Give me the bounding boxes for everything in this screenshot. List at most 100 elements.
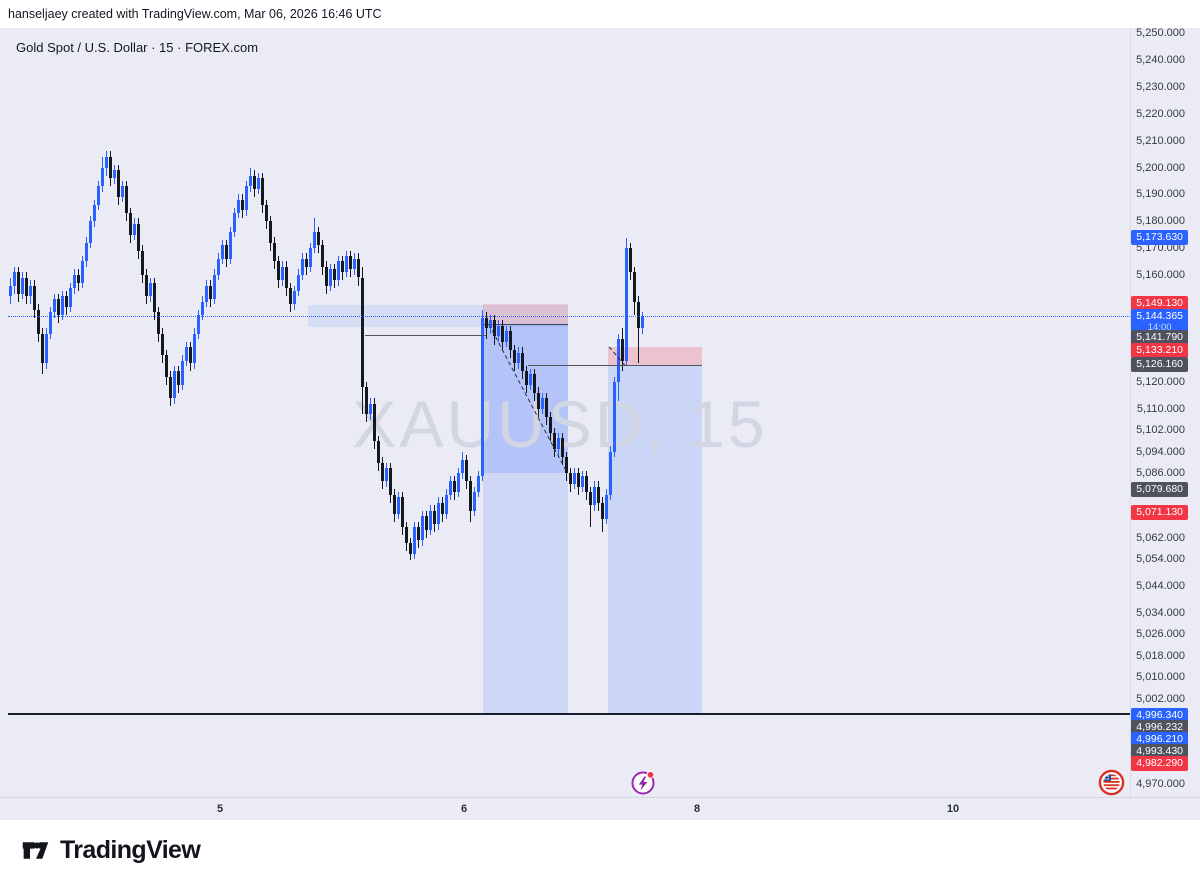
candle-body [165, 355, 168, 377]
candle-body [293, 290, 296, 305]
candle-body [581, 475, 584, 487]
us-flag-icon [1098, 769, 1125, 796]
candle-body [425, 516, 428, 530]
price-label-blue: 5,144.365 14:00 [1131, 308, 1188, 334]
candle-body [109, 156, 112, 179]
tradingview-logo[interactable]: TradingView [20, 835, 201, 866]
candle-body [637, 301, 640, 329]
price-label-gray: 5,126.160 [1131, 357, 1188, 372]
candle-body [529, 374, 532, 385]
candle-body [105, 156, 108, 168]
chart[interactable]: XAUUSD, 15 Gold Spot / U.S. Dollar · 15 … [0, 27, 1200, 820]
y-axis-tick: 5,200.000 [1136, 161, 1185, 174]
candle-body [225, 245, 228, 259]
price-label-gray: 5,141.790 [1131, 330, 1188, 345]
candle-body [289, 288, 292, 305]
candle-body [497, 325, 500, 337]
candle-body [213, 274, 216, 299]
candle-body [33, 285, 36, 310]
candle-body [597, 486, 600, 503]
y-axis-tick: 4,970.000 [1136, 778, 1185, 791]
y-axis-tick: 5,102.000 [1136, 424, 1185, 437]
candle-body [389, 467, 392, 495]
snapshot-footer: TradingView [0, 820, 1200, 883]
candle-body [209, 285, 212, 299]
candle-body [41, 333, 44, 364]
candle-body [381, 462, 384, 482]
candle-body [169, 376, 172, 399]
y-axis-tick: 5,002.000 [1136, 692, 1185, 705]
candle-body [81, 261, 84, 283]
candle-body [185, 347, 188, 361]
candle-body [569, 473, 572, 484]
candle-body [13, 272, 16, 286]
candle-body [385, 467, 388, 482]
candle-body [429, 510, 432, 530]
candle-body [173, 371, 176, 399]
pink-zone-1 [483, 303, 568, 325]
candle-body [89, 221, 92, 243]
candle-body [77, 274, 80, 283]
candle-body [517, 352, 520, 364]
y-axis-tick: 5,230.000 [1136, 81, 1185, 94]
price-axis[interactable]: 5,250.000 5,240.000 5,230.000 5,220.000 5,21… [1122, 27, 1200, 797]
candle-body [321, 245, 324, 267]
chart-plot[interactable] [0, 28, 1200, 820]
candle-body [273, 242, 276, 262]
candle-body [345, 256, 348, 273]
candle-body [421, 516, 424, 541]
y-axis-tick: 5,110.000 [1136, 402, 1185, 415]
candle-body [445, 494, 448, 514]
candle-body [101, 167, 104, 187]
y-axis-tick: 5,054.000 [1136, 553, 1185, 566]
y-axis-tick: 5,044.000 [1136, 579, 1185, 592]
candle-body [61, 296, 64, 316]
candle-body [357, 258, 360, 278]
candle-body [377, 441, 380, 463]
demand-col-2 [608, 365, 702, 714]
candle-body [553, 433, 556, 450]
candle-body [313, 231, 316, 248]
candle-body [97, 186, 100, 206]
candle-body [561, 438, 564, 458]
tradingview-logo-icon [22, 842, 49, 859]
candle-body [129, 213, 132, 235]
time-axis[interactable]: 5 6 8 10 [0, 797, 1200, 820]
candle-body [493, 320, 496, 337]
snapshot-credit-text: hanseljaey created with TradingView.com,… [8, 7, 382, 21]
y-axis-tick: 5,018.000 [1136, 649, 1185, 662]
candle-body [465, 459, 468, 482]
candle-body [285, 266, 288, 289]
candle-body [217, 258, 220, 275]
candle-body [437, 502, 440, 525]
candle-body [625, 248, 628, 361]
candle-body [605, 494, 608, 519]
candle-body [509, 331, 512, 350]
candle-body [441, 502, 444, 514]
candle-body [281, 266, 284, 281]
price-label-blue: 4,996.210 [1131, 732, 1188, 747]
candle-wick [590, 486, 591, 527]
y-axis-tick: 5,210.000 [1136, 134, 1185, 147]
candle-body [541, 398, 544, 409]
candle-body [221, 245, 224, 259]
candle-body [557, 438, 560, 450]
x-axis-label: 10 [946, 803, 960, 815]
idea-lightning-marker[interactable] [629, 768, 657, 796]
candle-body [21, 277, 24, 294]
supply-band [308, 304, 568, 328]
candle-body [49, 312, 52, 334]
candle-body [565, 457, 568, 474]
candle-body [237, 199, 240, 214]
candle-body [473, 492, 476, 511]
candle-body [549, 416, 552, 434]
price-label-red: 5,133.210 [1131, 343, 1188, 358]
candle-body [393, 494, 396, 514]
candle-body [365, 387, 368, 415]
candle-body [309, 248, 312, 267]
us-flag-marker[interactable] [1098, 769, 1125, 796]
y-axis-tick: 5,120.000 [1136, 376, 1185, 389]
candle-body [241, 199, 244, 211]
candle-body [305, 258, 308, 267]
candle-body [585, 475, 588, 493]
